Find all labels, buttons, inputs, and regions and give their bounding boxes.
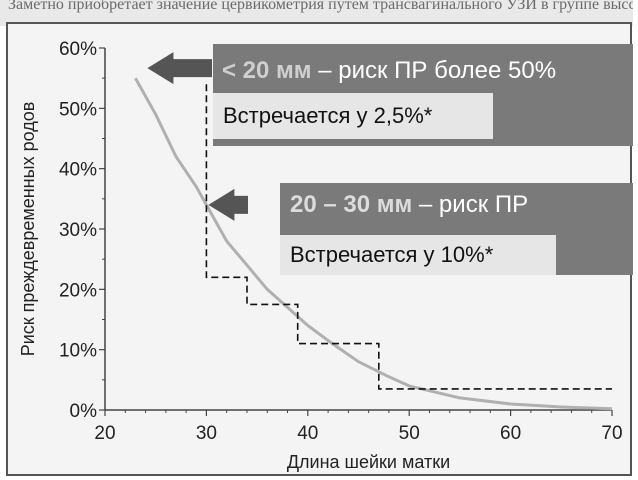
x-tick-label: 40 — [297, 423, 318, 444]
background-text: Заметно приобретает значение цервикометр… — [8, 0, 638, 13]
callout-2-title: 20 – 30 мм – риск ПР — [290, 191, 528, 219]
arrow-1-icon — [147, 52, 212, 85]
arrow-2-icon — [208, 188, 248, 221]
callout-2-highlight: 20 – 30 мм — [290, 191, 413, 218]
step-threshold-line — [205, 84, 612, 390]
axes: 0% 10% 20% 30% 40% 50% 60% 20 30 40 50 60 70 Длина ше… — [18, 39, 623, 472]
right-edge — [633, 0, 638, 480]
callout-2-note-box: Встречается у 10%* — [280, 235, 556, 275]
y-tick-label: 40% — [59, 160, 97, 181]
series-layer — [134, 77, 613, 411]
callout-1-text: – риск ПР более 50% — [311, 57, 557, 84]
background-text-strip: Заметно приобретает значение цервикометр… — [0, 0, 638, 26]
callout-2-panel — [280, 183, 633, 229]
x-tick-label: 50 — [399, 423, 420, 444]
y-axis-label: Риск преждевременных родов — [18, 102, 38, 357]
x-tick-label: 30 — [196, 423, 217, 444]
x-axis-label: Длина шейки матки — [287, 452, 450, 472]
y-tick-label: 30% — [59, 220, 97, 241]
x-tick-label: 20 — [94, 423, 115, 444]
y-tick-label: 50% — [59, 99, 97, 120]
x-tick-label: 70 — [601, 423, 622, 444]
x-tick-label: 60 — [500, 423, 521, 444]
arrows-layer — [147, 52, 248, 221]
y-tick-label: 20% — [59, 280, 97, 301]
y-tick-label: 60% — [59, 39, 97, 60]
callout-1-panel — [213, 44, 633, 86]
callout-1-title: < 20 мм – риск ПР более 50% — [222, 57, 556, 85]
callout-2-note: Встречается у 10%* — [290, 242, 494, 267]
y-tick-label: 0% — [70, 401, 98, 422]
callout-1-highlight: < 20 мм — [222, 57, 312, 84]
y-tick-label: 10% — [59, 341, 97, 362]
callout-1-note-box: Встречается у 2,5%* — [213, 93, 493, 139]
callout-2-text: – риск ПР — [412, 191, 529, 218]
callout-1-note: Встречается у 2,5%* — [223, 103, 433, 128]
